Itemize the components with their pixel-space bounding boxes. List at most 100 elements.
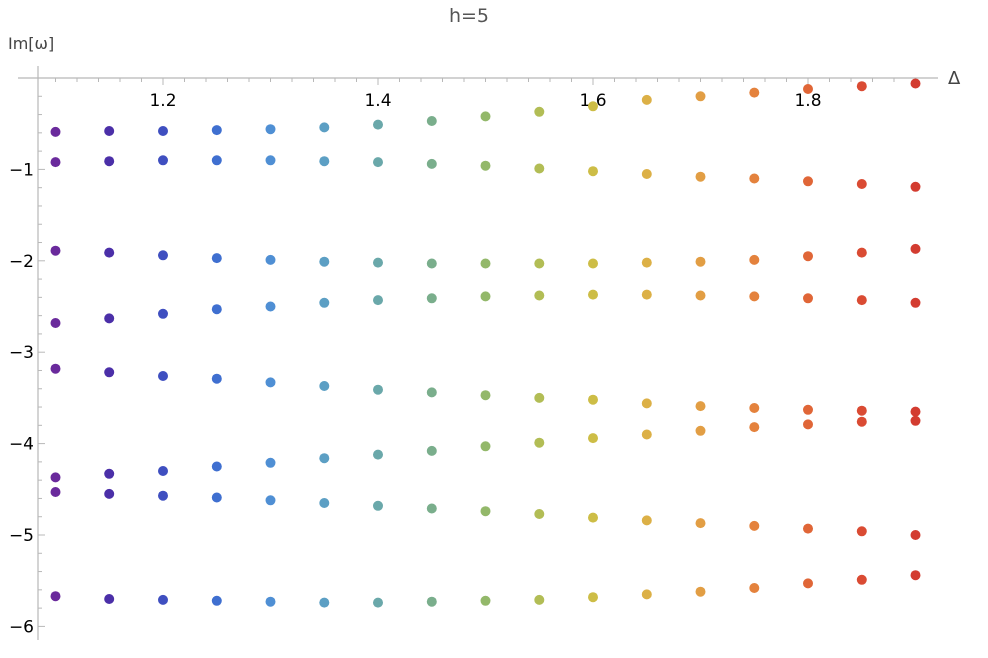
y-tick-label: −3 (9, 343, 34, 363)
data-point (265, 254, 276, 265)
data-point (910, 297, 921, 308)
data-point (588, 258, 598, 269)
data-point (50, 472, 61, 483)
x-axis-label: Δ (948, 68, 961, 89)
data-point (158, 126, 168, 136)
data-point (50, 487, 61, 497)
data-point (910, 243, 921, 254)
data-point (373, 597, 383, 608)
data-point (319, 381, 330, 391)
data-point (211, 253, 222, 264)
data-point (641, 515, 652, 526)
data-point (158, 308, 168, 319)
data-point (749, 87, 760, 98)
x-tick-label: 1.2 (149, 91, 176, 111)
data-point (641, 94, 652, 105)
data-point (910, 406, 921, 417)
data-point (373, 500, 383, 511)
data-point (695, 256, 706, 267)
data-point (749, 173, 760, 184)
data-point (158, 466, 168, 476)
data-point (104, 594, 115, 604)
data-point (803, 419, 813, 430)
data-point (534, 106, 545, 117)
data-point (803, 578, 813, 589)
data-point (426, 158, 437, 169)
x-tick-label: 1.6 (579, 91, 606, 111)
data-point (319, 498, 330, 508)
data-point (910, 181, 921, 192)
data-point (641, 169, 652, 179)
data-point (319, 156, 330, 167)
data-point (480, 111, 491, 122)
data-point (50, 363, 61, 374)
data-point (373, 257, 383, 268)
data-point (104, 488, 115, 499)
data-point (856, 526, 867, 537)
data-point (211, 461, 222, 472)
data-point (319, 597, 330, 608)
data-point (534, 258, 545, 269)
data-point (265, 124, 276, 135)
data-point (641, 589, 652, 600)
data-point (534, 509, 545, 519)
y-tick-label: −4 (9, 435, 34, 455)
data-point (426, 445, 437, 456)
data-point (588, 289, 598, 300)
data-point (265, 377, 276, 388)
data-point (749, 422, 760, 433)
data-point (588, 592, 598, 603)
data-point (803, 293, 813, 304)
data-point (534, 163, 545, 174)
data-point (588, 433, 598, 444)
data-point (158, 155, 168, 166)
data-point (211, 492, 222, 503)
data-point (480, 291, 491, 302)
data-point (856, 247, 867, 258)
data-point (856, 574, 867, 585)
data-point (803, 84, 813, 94)
data-point (211, 304, 222, 315)
data-point (211, 155, 222, 166)
data-point (480, 258, 491, 269)
data-point (856, 179, 867, 189)
data-point (50, 157, 61, 168)
data-point (373, 295, 383, 306)
data-point (695, 91, 706, 102)
data-point (211, 373, 222, 384)
data-point (695, 401, 706, 412)
data-point (803, 251, 813, 262)
data-point (211, 595, 222, 606)
data-point (480, 506, 491, 517)
data-point (104, 126, 115, 136)
data-point (695, 290, 706, 301)
data-point (426, 387, 437, 398)
data-point (373, 384, 383, 395)
data-point (158, 371, 168, 381)
data-point (910, 78, 921, 89)
y-tick-label: −2 (9, 252, 34, 272)
data-point (695, 425, 706, 436)
data-point (50, 126, 61, 137)
data-point (856, 416, 867, 427)
data-point (588, 512, 598, 523)
data-point (211, 125, 222, 136)
data-point (319, 453, 330, 464)
data-point (158, 594, 168, 605)
data-point (695, 518, 706, 529)
data-point (910, 415, 921, 426)
y-tick-label: −1 (9, 160, 34, 180)
y-tick-label: −6 (9, 617, 34, 637)
data-point (265, 457, 276, 468)
data-point (588, 101, 598, 112)
data-point (265, 155, 276, 166)
data-point (104, 367, 115, 378)
data-point (373, 119, 383, 130)
data-point (480, 160, 491, 171)
data-point (319, 122, 330, 133)
data-point (641, 398, 652, 409)
data-point (158, 250, 168, 261)
data-point (534, 594, 545, 605)
data-point (910, 530, 921, 540)
